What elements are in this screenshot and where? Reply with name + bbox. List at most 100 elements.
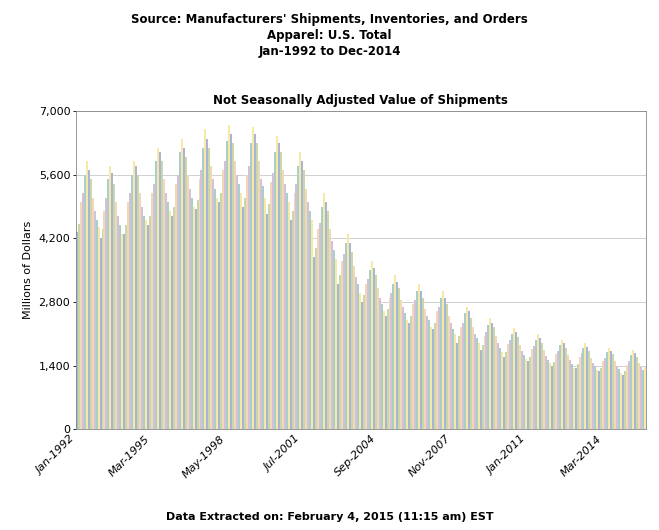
Bar (96, 220, 98, 429)
Bar (192, 207, 194, 429)
Bar (579, 357, 581, 429)
Bar (496, 336, 498, 429)
Bar (616, 366, 618, 429)
Bar (507, 344, 509, 429)
Bar (256, 143, 258, 429)
Bar (531, 349, 533, 429)
Bar (567, 355, 569, 429)
Bar (363, 295, 365, 429)
Bar (420, 291, 422, 429)
Bar (602, 361, 604, 429)
Bar (387, 309, 389, 429)
Bar (452, 329, 454, 429)
Bar (503, 357, 505, 429)
Bar (202, 148, 204, 429)
Bar (430, 327, 432, 429)
Bar (407, 320, 409, 429)
Bar (440, 297, 442, 429)
Bar (299, 152, 301, 429)
Bar (123, 234, 125, 429)
Bar (335, 259, 337, 429)
Bar (472, 327, 474, 429)
Text: Data Extracted on: February 4, 2015 (11:15 am) EST: Data Extracted on: February 4, 2015 (11:… (165, 512, 494, 522)
Bar (155, 161, 157, 429)
Bar (527, 361, 529, 429)
Bar (379, 297, 381, 429)
Bar (319, 223, 321, 429)
Bar (181, 138, 183, 429)
Bar (634, 352, 636, 429)
Bar (553, 361, 555, 429)
Bar (571, 364, 573, 429)
Bar (82, 193, 84, 429)
Bar (498, 343, 500, 429)
Bar (596, 370, 598, 429)
Bar (630, 355, 632, 429)
Bar (389, 297, 391, 429)
Bar (325, 202, 327, 429)
Bar (563, 343, 565, 429)
Bar (329, 229, 331, 429)
Bar (488, 325, 490, 429)
Bar (466, 307, 468, 429)
Bar (230, 134, 232, 429)
Bar (153, 184, 155, 429)
Bar (533, 346, 535, 429)
Bar (581, 354, 583, 429)
Bar (519, 345, 521, 429)
Bar (460, 327, 462, 429)
Bar (173, 207, 175, 429)
Bar (80, 202, 82, 429)
Bar (411, 316, 413, 429)
Bar (234, 161, 236, 429)
Bar (216, 198, 218, 429)
Bar (361, 302, 363, 429)
Bar (254, 134, 256, 429)
Bar (313, 257, 315, 429)
Bar (119, 225, 121, 429)
Bar (94, 211, 96, 429)
Bar (117, 216, 119, 429)
Bar (517, 337, 519, 429)
Bar (250, 143, 252, 429)
Bar (494, 327, 496, 429)
Bar (100, 238, 101, 429)
Bar (260, 180, 262, 429)
Bar (492, 323, 494, 429)
Bar (183, 148, 185, 429)
Bar (149, 216, 151, 429)
Bar (521, 351, 523, 429)
Bar (167, 202, 169, 429)
Bar (98, 227, 100, 429)
Bar (371, 261, 373, 429)
Bar (446, 304, 448, 429)
Bar (590, 358, 592, 429)
Bar (295, 184, 297, 429)
Bar (333, 250, 335, 429)
Bar (190, 198, 192, 429)
Bar (594, 366, 596, 429)
Bar (515, 332, 517, 429)
Bar (185, 157, 186, 429)
Bar (214, 189, 216, 429)
Bar (357, 284, 358, 429)
Bar (188, 189, 190, 429)
Bar (127, 202, 129, 429)
Bar (109, 166, 111, 429)
Bar (309, 211, 311, 429)
Bar (337, 284, 339, 429)
Bar (383, 311, 385, 429)
Bar (432, 329, 434, 429)
Bar (131, 175, 133, 429)
Bar (486, 332, 488, 429)
Bar (587, 347, 588, 429)
Bar (137, 175, 139, 429)
Bar (620, 373, 622, 429)
Bar (161, 161, 163, 429)
Bar (537, 334, 539, 429)
Bar (345, 243, 347, 429)
Bar (210, 166, 212, 429)
Bar (436, 311, 438, 429)
Bar (355, 277, 357, 429)
Bar (409, 323, 411, 429)
